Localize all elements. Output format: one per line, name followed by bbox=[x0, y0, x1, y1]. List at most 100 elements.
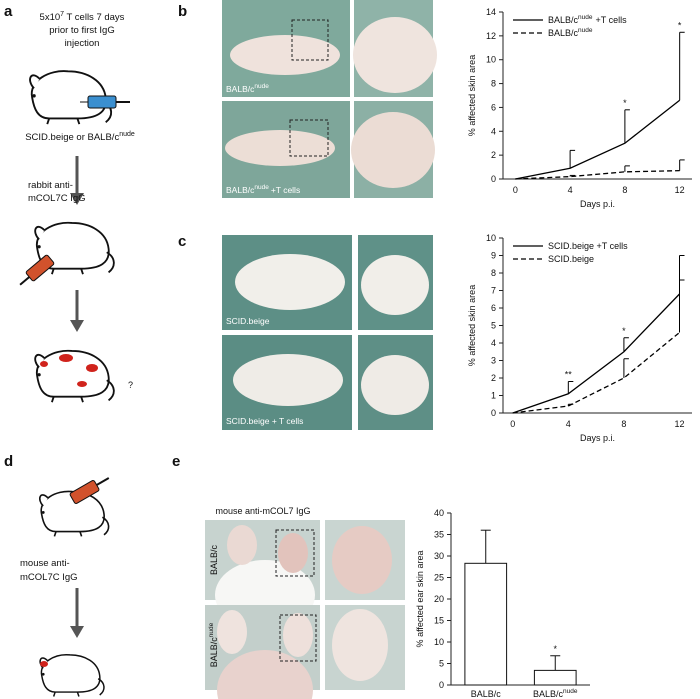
panel-label: d bbox=[4, 453, 13, 470]
photo-label: SCID.beige + T cells bbox=[226, 416, 303, 426]
text-superscript: nude bbox=[578, 27, 593, 34]
data-line bbox=[512, 293, 680, 414]
antibody-text: mCOL7C IgG bbox=[20, 572, 78, 583]
y-tick-label: 14 bbox=[486, 7, 496, 17]
panel-label: c bbox=[178, 233, 186, 250]
photo-label: BALB/cnude bbox=[208, 622, 219, 667]
panel-label: a bbox=[4, 3, 13, 20]
text: SCID.beige bbox=[548, 254, 594, 264]
x-tick-label: 0 bbox=[513, 185, 518, 195]
data-line bbox=[515, 99, 681, 180]
photo-title: mouse anti-mCOL7 IgG bbox=[215, 506, 310, 516]
y-tick-label: 6 bbox=[491, 102, 496, 112]
text: +T cells bbox=[271, 185, 300, 195]
x-tick-label: BALB/cnude bbox=[533, 688, 578, 699]
syringe bbox=[80, 95, 130, 109]
error-bar bbox=[480, 529, 491, 564]
text: SCID.beige or BALB/c bbox=[25, 132, 119, 143]
y-tick-label: 35 bbox=[434, 530, 444, 540]
text-superscript: nude bbox=[254, 184, 269, 191]
x-tick-label: 0 bbox=[510, 419, 515, 429]
text: BALB/c bbox=[226, 185, 255, 195]
data-line bbox=[515, 170, 680, 180]
y-tick-label: 10 bbox=[434, 637, 444, 647]
y-tick-label: 20 bbox=[434, 594, 444, 604]
panel-label: b bbox=[178, 3, 187, 20]
y-tick-label: 5 bbox=[491, 321, 496, 331]
y-tick-label: 4 bbox=[491, 126, 496, 136]
y-tick-label: 4 bbox=[491, 338, 496, 348]
step-text: prior to first IgG bbox=[49, 25, 114, 36]
text: T cells 7 days bbox=[64, 12, 125, 23]
x-tick-label: BALB/c bbox=[471, 689, 502, 699]
y-tick-label: 12 bbox=[486, 31, 496, 41]
error-bar bbox=[678, 255, 685, 294]
arrow bbox=[70, 588, 84, 638]
antibody-text: mCOL7C IgG bbox=[28, 193, 86, 204]
error-bar bbox=[679, 31, 685, 101]
y-tick-label: 0 bbox=[491, 408, 496, 418]
error-bar bbox=[567, 381, 574, 394]
lesions bbox=[40, 354, 98, 387]
y-tick-label: 3 bbox=[491, 356, 496, 366]
y-tick-label: 0 bbox=[439, 680, 444, 690]
text-superscript: 7 bbox=[60, 11, 64, 18]
x-axis-label: Days p.i. bbox=[580, 199, 615, 209]
text-superscript: nude bbox=[254, 83, 269, 90]
x-tick-label: 8 bbox=[622, 185, 627, 195]
text: SCID.beige +T cells bbox=[548, 241, 628, 251]
syringe bbox=[19, 254, 55, 286]
text: +T cells bbox=[595, 15, 627, 25]
error-bar bbox=[623, 337, 629, 352]
text-superscript: nude bbox=[208, 622, 215, 637]
photo-panel bbox=[222, 235, 433, 430]
photo-label: SCID.beige bbox=[226, 316, 270, 326]
y-tick-label: 7 bbox=[491, 286, 496, 296]
error-bar bbox=[678, 279, 685, 333]
annotation: * bbox=[553, 644, 557, 654]
x-tick-label: 4 bbox=[566, 419, 571, 429]
x-tick-label: 4 bbox=[568, 185, 573, 195]
error-bar bbox=[679, 159, 685, 171]
x-tick-label: 8 bbox=[621, 419, 626, 429]
text-superscript: nude bbox=[578, 14, 593, 21]
error-bar bbox=[569, 149, 576, 169]
y-axis-label: % affected skin area bbox=[467, 285, 477, 366]
photo-panel bbox=[222, 0, 437, 198]
text-superscript: nude bbox=[119, 131, 135, 138]
step-text: injection bbox=[65, 38, 100, 49]
y-tick-label: 2 bbox=[491, 373, 496, 383]
text: 5x10 bbox=[40, 12, 61, 23]
legend-label: BALB/cnude +T cells bbox=[548, 14, 627, 25]
bar bbox=[533, 669, 577, 686]
error-bar bbox=[624, 165, 630, 172]
text: BALB/c bbox=[471, 689, 502, 699]
annotation: * bbox=[623, 98, 627, 108]
legend-label: SCID.beige bbox=[548, 254, 594, 264]
antibody-text: rabbit anti- bbox=[28, 180, 73, 191]
x-tick-label: 12 bbox=[674, 419, 684, 429]
photo-panel bbox=[205, 520, 405, 699]
y-axis-label: % affected ear skin area bbox=[415, 551, 425, 648]
photo-label: BALB/cnude +T cells bbox=[226, 184, 300, 195]
text: BALB/c bbox=[209, 637, 219, 668]
y-tick-label: 2 bbox=[491, 150, 496, 160]
error-bar bbox=[569, 174, 576, 177]
y-tick-label: 10 bbox=[486, 233, 496, 243]
y-tick-label: 10 bbox=[486, 55, 496, 65]
arrow bbox=[70, 290, 84, 332]
arrow bbox=[70, 156, 84, 205]
antibody-text: mouse anti- bbox=[20, 558, 70, 569]
y-tick-label: 0 bbox=[491, 174, 496, 184]
legend-label: BALB/cnude bbox=[548, 27, 593, 38]
legend-label: SCID.beige +T cells bbox=[548, 241, 628, 251]
y-tick-label: 8 bbox=[491, 79, 496, 89]
y-tick-label: 30 bbox=[434, 551, 444, 561]
y-axis-label: % affected skin area bbox=[467, 55, 477, 136]
y-tick-label: 25 bbox=[434, 573, 444, 583]
syringe bbox=[69, 477, 110, 504]
photo-label: BALB/cnude bbox=[226, 83, 269, 94]
mouse-drawing bbox=[34, 349, 115, 404]
annotation: * bbox=[678, 20, 682, 30]
